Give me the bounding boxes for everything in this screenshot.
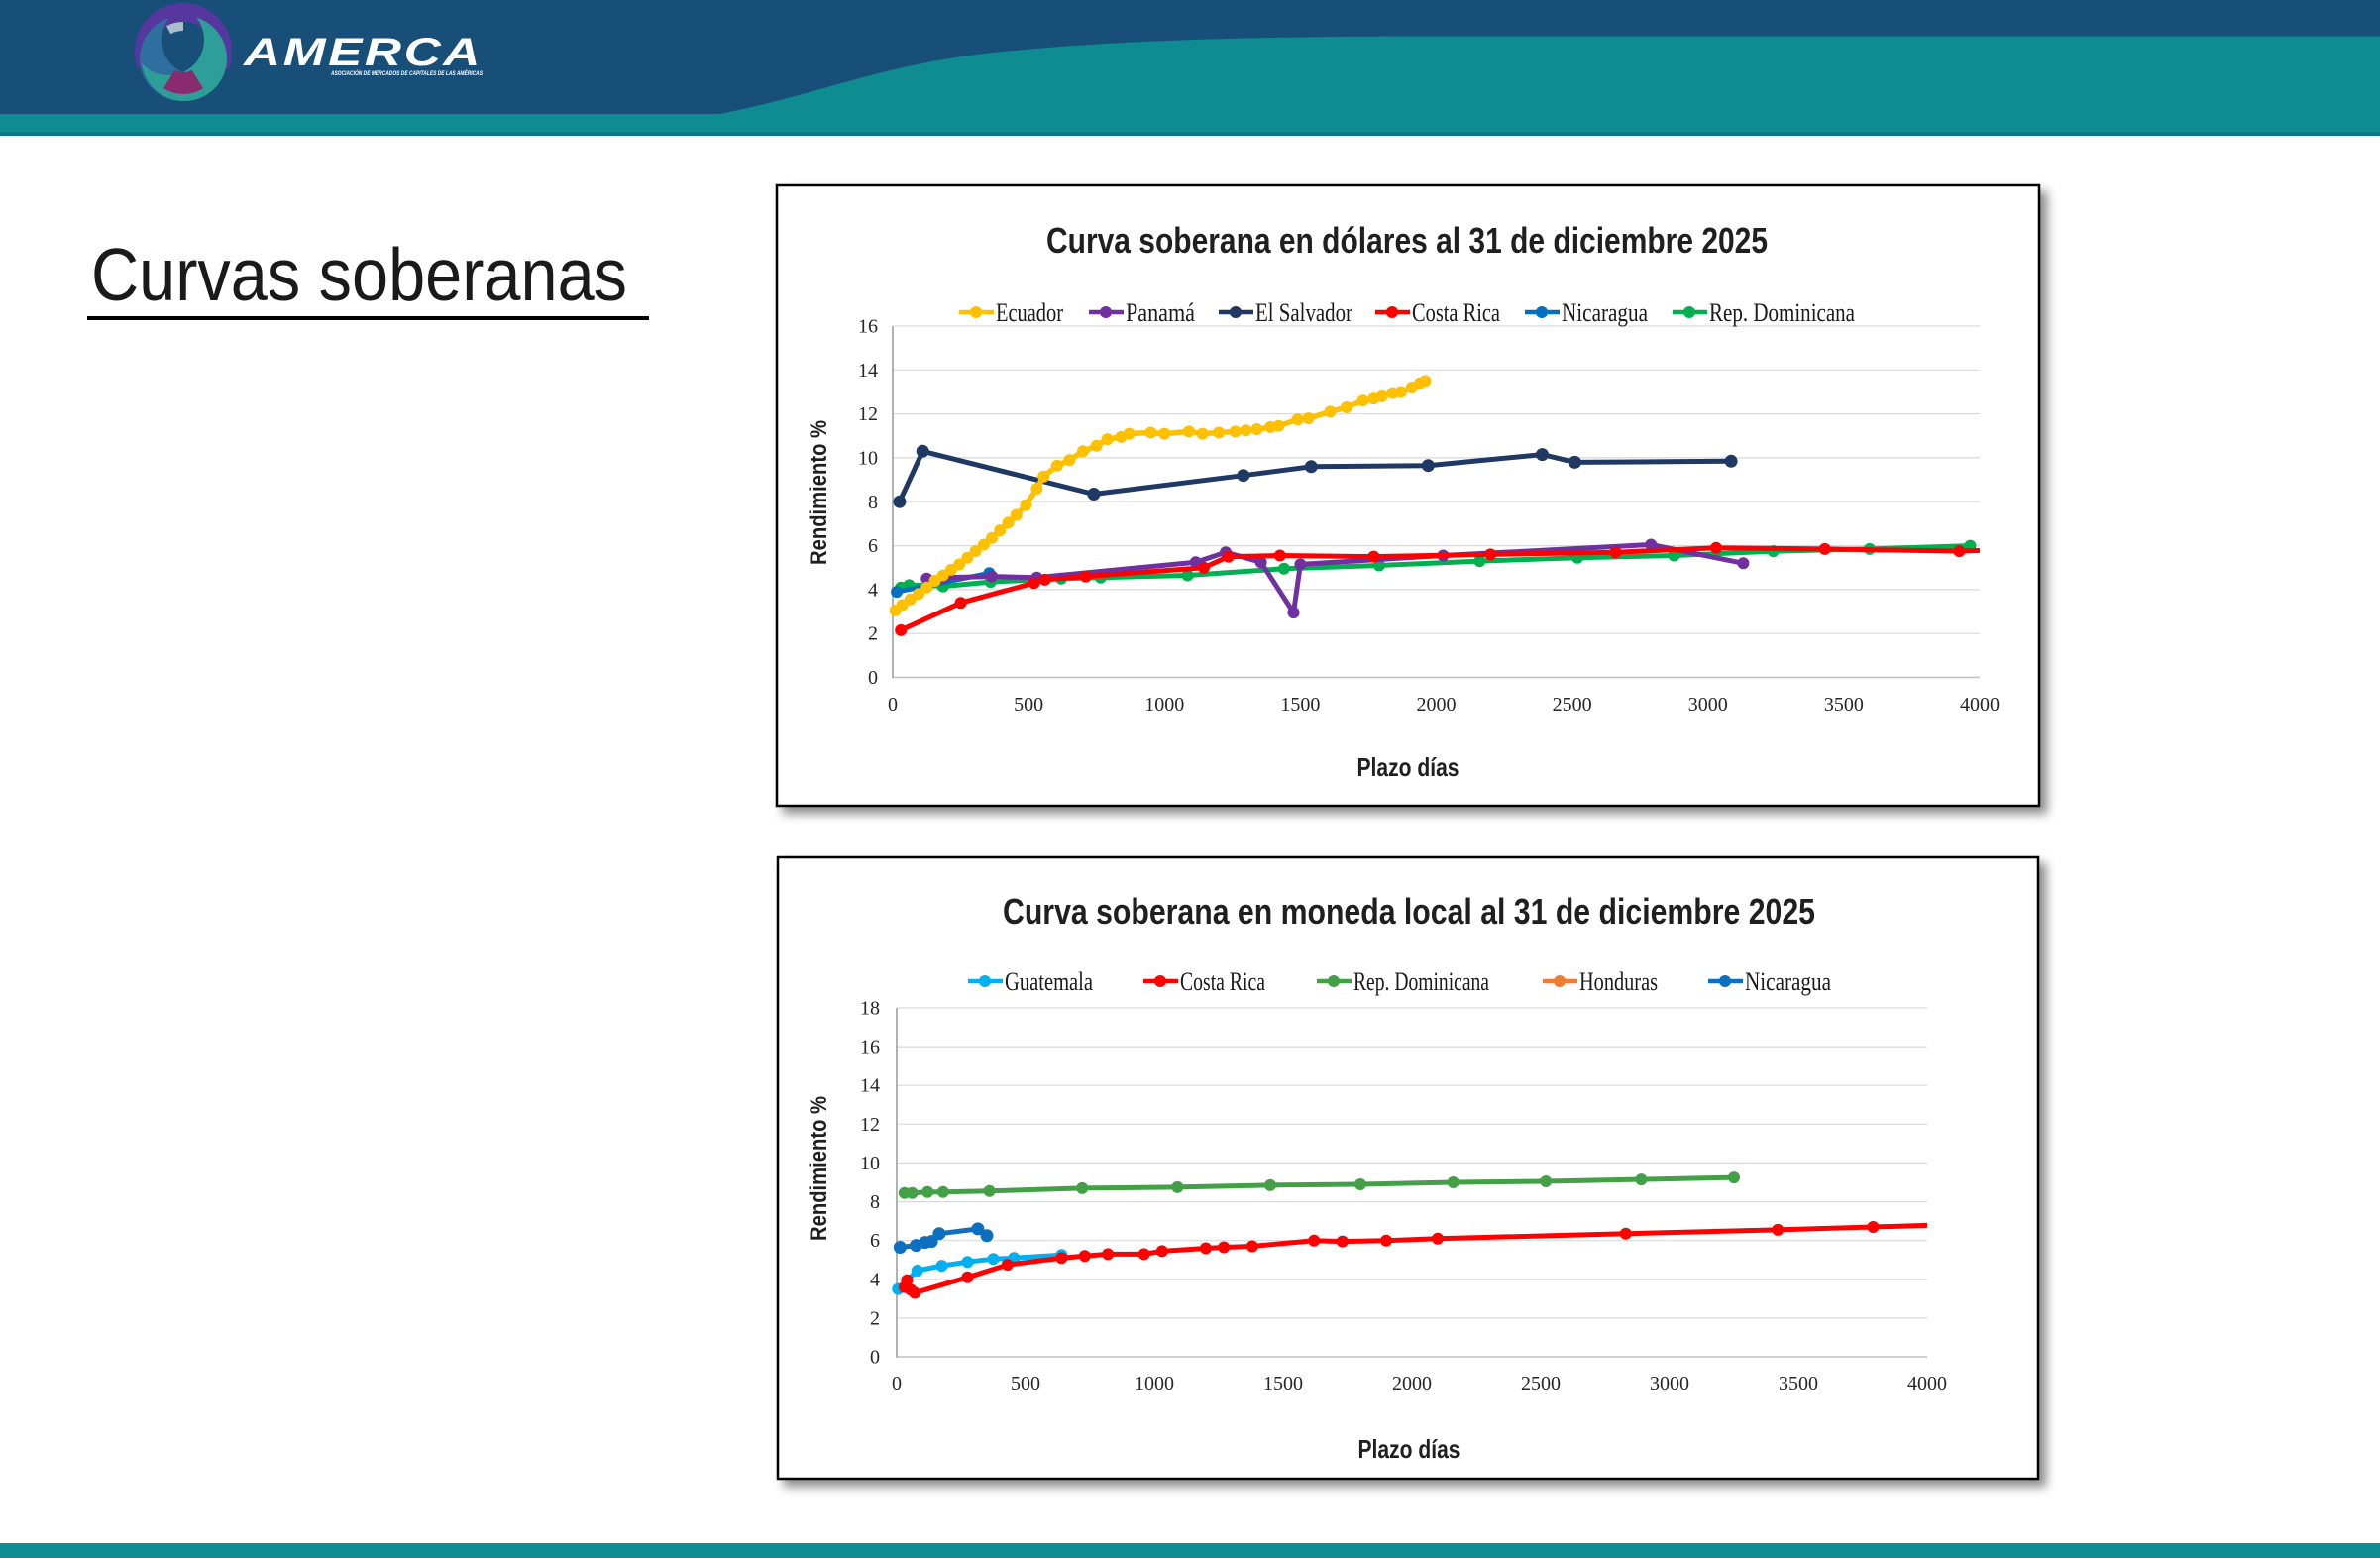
svg-text:Plazo días: Plazo días (1358, 1434, 1460, 1464)
svg-text:Rendimiento %: Rendimiento % (806, 1096, 832, 1241)
svg-text:Honduras: Honduras (1579, 967, 1658, 996)
svg-text:Nicaragua: Nicaragua (1562, 298, 1648, 327)
svg-text:0: 0 (868, 667, 878, 689)
svg-text:1000: 1000 (1135, 1373, 1174, 1394)
svg-text:3500: 3500 (1824, 694, 1864, 716)
svg-text:500: 500 (1011, 1373, 1040, 1394)
svg-text:10: 10 (860, 1153, 880, 1174)
svg-text:El Salvador: El Salvador (1255, 298, 1352, 327)
svg-text:Panamá: Panamá (1126, 298, 1195, 327)
svg-text:3500: 3500 (1779, 1373, 1818, 1394)
svg-text:4: 4 (870, 1269, 880, 1290)
svg-text:1500: 1500 (1263, 1373, 1303, 1394)
svg-text:1500: 1500 (1280, 694, 1320, 716)
svg-text:2000: 2000 (1417, 694, 1457, 716)
svg-text:2: 2 (868, 623, 878, 645)
svg-text:Ecuador: Ecuador (996, 298, 1063, 327)
svg-text:Rep. Dominicana: Rep. Dominicana (1709, 298, 1855, 327)
svg-text:6: 6 (870, 1230, 880, 1252)
svg-text:2500: 2500 (1553, 694, 1592, 716)
svg-text:3000: 3000 (1688, 694, 1728, 716)
svg-text:Guatemala: Guatemala (1005, 967, 1093, 996)
svg-text:1000: 1000 (1144, 694, 1184, 716)
svg-text:8: 8 (870, 1191, 880, 1213)
svg-text:12: 12 (858, 403, 878, 425)
svg-text:Curva soberana en moneda local: Curva soberana en moneda local al 31 de … (1003, 891, 1815, 932)
svg-text:Costa Rica: Costa Rica (1180, 967, 1265, 996)
svg-text:0: 0 (892, 1373, 902, 1394)
svg-text:Plazo días: Plazo días (1357, 752, 1460, 782)
svg-text:Curva soberana en dólares al 3: Curva soberana en dólares al 31 de dicie… (1046, 220, 1768, 261)
svg-text:0: 0 (888, 694, 898, 716)
svg-text:0: 0 (870, 1347, 880, 1369)
svg-text:Costa Rica: Costa Rica (1412, 298, 1500, 327)
svg-text:ASOCIACIÓN DE MERCADOS DE CAPI: ASOCIACIÓN DE MERCADOS DE CAPITALES DE L… (330, 68, 483, 77)
svg-text:3000: 3000 (1650, 1373, 1689, 1394)
svg-text:Rendimiento %: Rendimiento % (806, 420, 832, 565)
svg-text:4: 4 (868, 579, 878, 601)
svg-text:14: 14 (858, 360, 878, 382)
svg-text:2500: 2500 (1521, 1373, 1561, 1394)
svg-text:16: 16 (858, 316, 878, 338)
svg-text:2: 2 (870, 1307, 880, 1329)
svg-text:Rep. Dominicana: Rep. Dominicana (1353, 967, 1489, 996)
svg-text:6: 6 (868, 535, 878, 557)
svg-text:Nicaragua: Nicaragua (1745, 967, 1831, 996)
svg-text:10: 10 (858, 447, 878, 469)
svg-text:16: 16 (860, 1037, 880, 1058)
svg-text:18: 18 (860, 998, 880, 1020)
svg-text:14: 14 (860, 1075, 880, 1097)
svg-text:4000: 4000 (1907, 1373, 1947, 1394)
svg-text:500: 500 (1014, 694, 1043, 716)
svg-text:Curvas soberanas: Curvas soberanas (91, 233, 627, 316)
svg-text:12: 12 (860, 1114, 880, 1136)
svg-text:2000: 2000 (1392, 1373, 1432, 1394)
svg-text:AMERCA: AMERCA (243, 31, 483, 74)
svg-text:4000: 4000 (1960, 694, 2000, 716)
svg-text:8: 8 (868, 492, 878, 513)
